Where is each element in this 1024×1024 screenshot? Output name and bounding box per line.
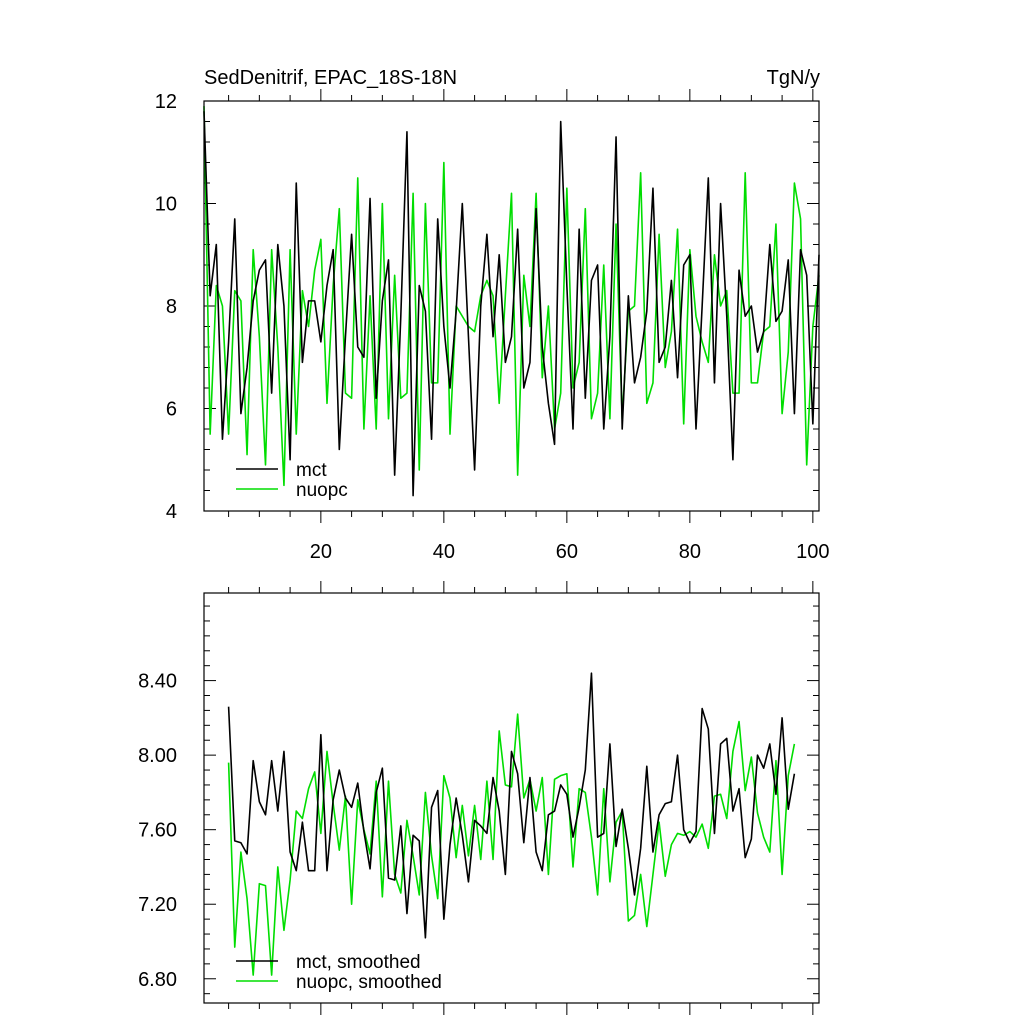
top-x-tick-label: 80	[679, 541, 701, 563]
bottom-y-tick-label: 6.80	[138, 969, 177, 991]
top-panel: SedDenitrif, EPAC_18S-18N TgN/y 4 6 8 10 12 2…	[155, 67, 830, 563]
bottom-panel: 6.80 7.20 7.60 8.00 8.40 mct, smoothednuopc,…	[138, 581, 820, 1015]
bottom-y-tick-label: 8.40	[138, 671, 177, 693]
top-x-tick-label: 40	[433, 541, 455, 563]
bottom-y-tick-label: 8.00	[138, 745, 177, 767]
bottom-y-tick-label: 7.60	[138, 820, 177, 842]
bottom-series-nuopc-line	[227, 713, 796, 976]
top-legend-label-nuopc: nuopc	[296, 480, 348, 501]
top-x-tick-label: 20	[310, 541, 332, 563]
top-y-tick-label: 10	[155, 194, 177, 216]
top-series-nuopc-line	[203, 106, 820, 487]
top-x-tick-label: 60	[556, 541, 578, 563]
units-label: TgN/y	[767, 67, 820, 89]
top-plot-frame	[203, 100, 820, 512]
bottom-series-mct-line	[227, 672, 796, 939]
bottom-legend-label-mct: mct, smoothed	[296, 952, 421, 973]
bottom-y-tick-label: 7.20	[138, 894, 177, 916]
top-series-mct-line	[203, 111, 820, 497]
bottom-legend-label-nuopc: nuopc, smoothed	[296, 972, 442, 993]
top-x-tick-label: 100	[796, 541, 829, 563]
top-y-tick-label: 6	[166, 399, 177, 421]
top-legend-label-mct: mct	[296, 460, 327, 481]
chart-title: SedDenitrif, EPAC_18S-18N	[204, 67, 457, 89]
top-y-tick-label: 4	[166, 501, 177, 523]
top-y-tick-label: 8	[166, 296, 177, 318]
top-y-tick-label: 12	[155, 91, 177, 113]
bottom-plot-frame	[203, 592, 820, 1004]
